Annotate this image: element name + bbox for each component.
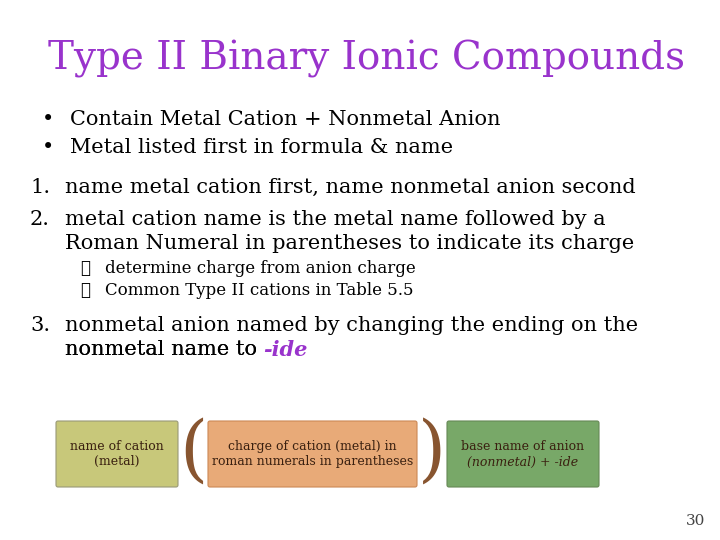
- Text: name of cation
(metal): name of cation (metal): [70, 440, 164, 468]
- Text: •: •: [42, 138, 54, 157]
- Text: determine charge from anion charge: determine charge from anion charge: [105, 260, 415, 277]
- Text: name metal cation first, name nonmetal anion second: name metal cation first, name nonmetal a…: [65, 178, 636, 197]
- FancyBboxPatch shape: [208, 421, 417, 487]
- Text: ): ): [418, 417, 446, 487]
- Text: -ide: -ide: [264, 340, 308, 360]
- Text: ✓: ✓: [80, 260, 90, 277]
- Text: (: (: [179, 417, 207, 487]
- FancyBboxPatch shape: [56, 421, 178, 487]
- Text: Contain Metal Cation + Nonmetal Anion: Contain Metal Cation + Nonmetal Anion: [70, 110, 500, 129]
- Text: •: •: [42, 110, 54, 129]
- Text: ✓: ✓: [80, 282, 90, 299]
- Text: 2.: 2.: [30, 210, 50, 229]
- Text: metal cation name is the metal name followed by a: metal cation name is the metal name foll…: [65, 210, 606, 229]
- Text: (nonmetal) + -ide: (nonmetal) + -ide: [467, 456, 579, 469]
- FancyBboxPatch shape: [447, 421, 599, 487]
- Text: 1.: 1.: [30, 178, 50, 197]
- Text: Type II Binary Ionic Compounds: Type II Binary Ionic Compounds: [48, 40, 685, 78]
- Text: nonmetal anion named by changing the ending on the: nonmetal anion named by changing the end…: [65, 316, 638, 335]
- Text: Common Type II cations in Table 5.5: Common Type II cations in Table 5.5: [105, 282, 413, 299]
- Text: Metal listed first in formula & name: Metal listed first in formula & name: [70, 138, 453, 157]
- Text: Roman Numeral in parentheses to indicate its charge: Roman Numeral in parentheses to indicate…: [65, 234, 634, 253]
- Text: nonmetal name to: nonmetal name to: [65, 340, 264, 359]
- Text: nonmetal name to: nonmetal name to: [65, 340, 264, 359]
- Text: 3.: 3.: [30, 316, 50, 335]
- Text: base name of anion: base name of anion: [462, 440, 585, 453]
- Text: 30: 30: [685, 514, 705, 528]
- Text: charge of cation (metal) in
roman numerals in parentheses: charge of cation (metal) in roman numera…: [212, 440, 413, 468]
